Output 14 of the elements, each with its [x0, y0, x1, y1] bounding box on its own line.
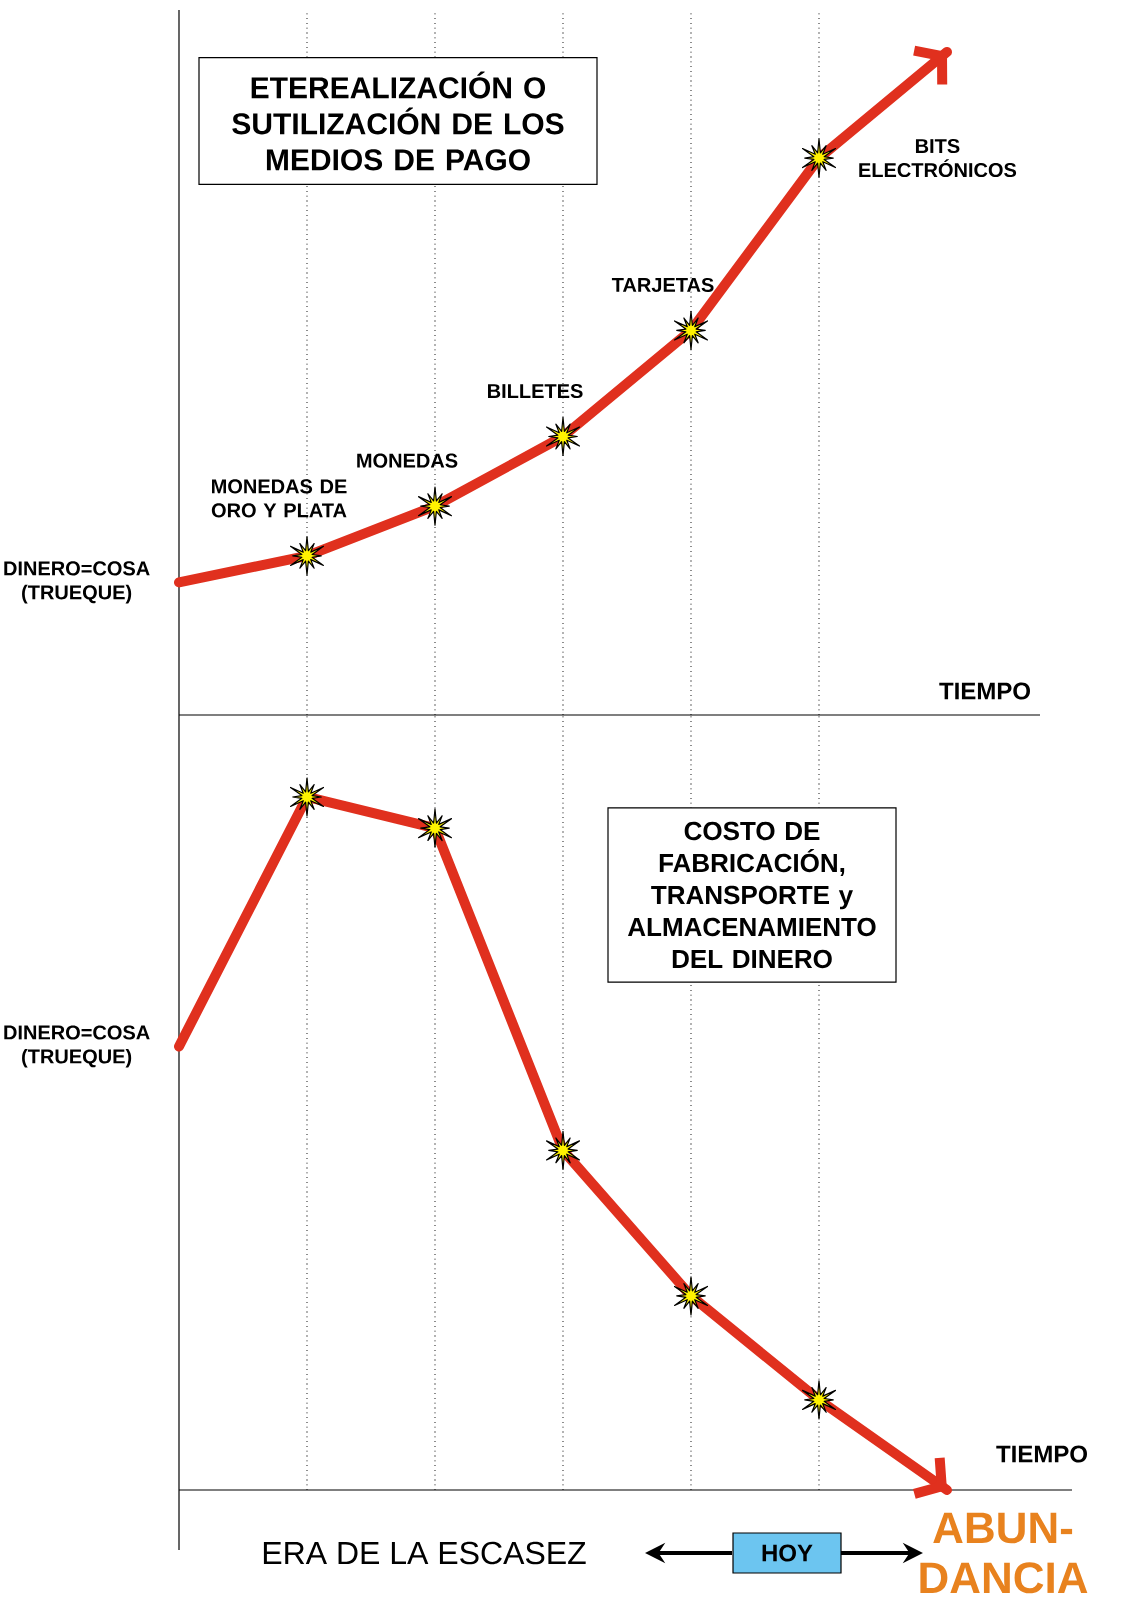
- annotation: MONEDAS DE ORO Y PLATA: [211, 479, 347, 518]
- annotation: BITS ELECTRÓNICOS: [859, 138, 1017, 178]
- text: DINERO=COSA (TRUEQUE): [4, 1025, 150, 1068]
- text: ETEREALIZACIÓN O SUTILIZACIÓN DE LOS MEDIOS DE PAGO: [232, 71, 564, 171]
- x-axis-title: TIEMPO: [939, 682, 1031, 700]
- annotation: TARJETAS: [611, 277, 714, 293]
- annotation: BILLETES: [488, 383, 583, 399]
- x-axis-title: TIEMPO: [996, 1445, 1088, 1463]
- text: ABUN-DANCIA: [920, 1512, 1088, 1594]
- text: DINERO=COSA (TRUEQUE): [4, 561, 150, 604]
- text: HOY: [762, 1544, 813, 1562]
- text: ERA DE LA ESCASEZ: [263, 1541, 586, 1565]
- text: COSTO DE FABRICACIÓN, TRANSPORTE y ALMACENAMIENTO DEL DINERO: [627, 821, 876, 969]
- annotation: MONEDAS: [357, 453, 458, 468]
